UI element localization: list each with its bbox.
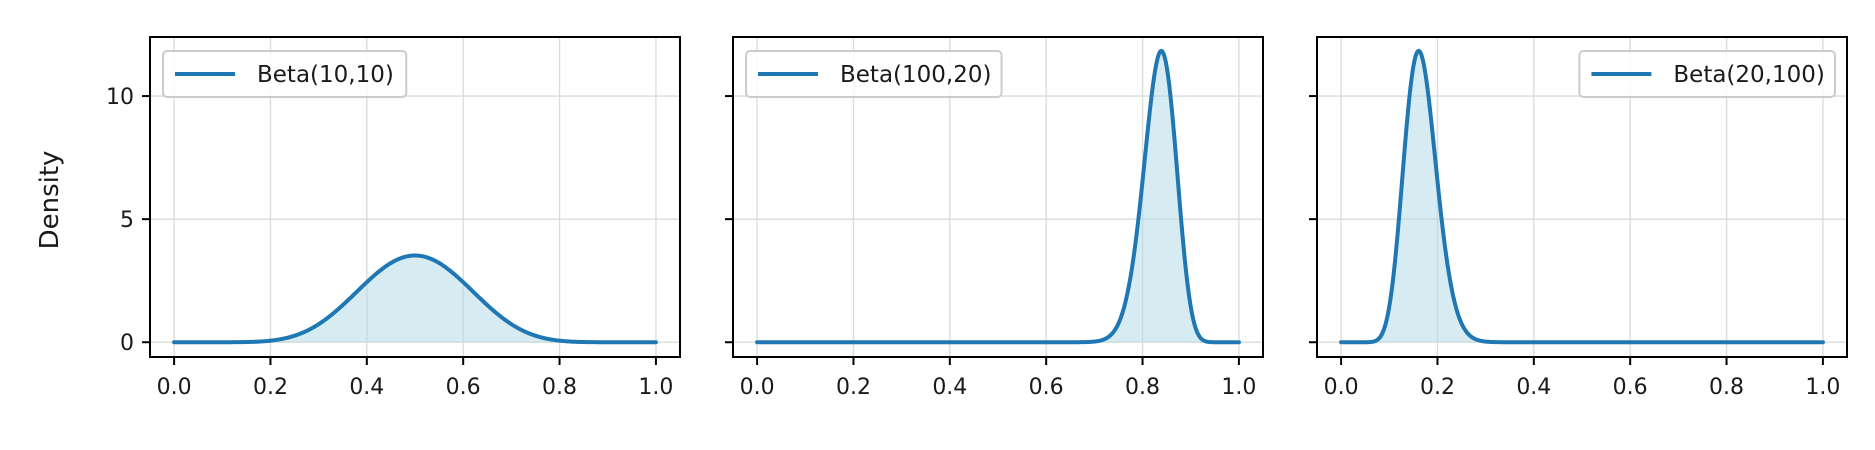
chart-panel-3: 0.0 0.2 0.4 0.6 0.8 1.0 Beta(20,100) <box>1309 36 1848 400</box>
density-line <box>1339 48 1825 345</box>
y-tick-label: 10 <box>106 85 134 110</box>
legend-label: Beta(100,20) <box>840 62 991 88</box>
density-line <box>172 253 658 345</box>
y-tick-label: 5 <box>120 208 134 233</box>
x-tick-label: 0.2 <box>836 375 871 400</box>
legend-label: Beta(10,10) <box>257 62 394 88</box>
x-tick-label: 0.2 <box>253 375 288 400</box>
x-tick-label: 0.0 <box>157 375 192 400</box>
x-tick-label: 0.8 <box>1125 375 1160 400</box>
chart-panel-2: 0.0 0.2 0.4 0.6 0.8 1.0 Beta(100,20) <box>725 36 1264 400</box>
x-tick-label: 0.6 <box>1613 375 1648 400</box>
x-tick-label: 0.4 <box>932 375 967 400</box>
x-tick-label: 0.0 <box>1324 375 1359 400</box>
x-tick-label: 0.4 <box>349 375 384 400</box>
y-tick-label: 0 <box>120 331 134 356</box>
x-tick-label: 1.0 <box>1805 375 1840 400</box>
x-tick-label: 0.6 <box>446 375 481 400</box>
legend-label: Beta(20,100) <box>1673 62 1824 88</box>
legend-box <box>745 50 1003 98</box>
legend: Beta(20,100) <box>1578 50 1837 98</box>
density-fill-area <box>174 255 656 343</box>
x-tick-label: 1.0 <box>638 375 673 400</box>
legend-box <box>1578 50 1837 98</box>
axes-frame <box>1316 36 1848 358</box>
x-tick-label: 0.8 <box>1709 375 1744 400</box>
x-tick-label: 0.2 <box>1420 375 1455 400</box>
density-line <box>755 48 1241 345</box>
x-tick-label: 0.6 <box>1029 375 1064 400</box>
chart-panel-1: 0.0 0.2 0.4 0.6 0.8 1.0 0 5 10 Beta(10,10) <box>106 36 681 400</box>
legend: Beta(100,20) <box>745 50 1003 98</box>
legend-box <box>162 50 408 98</box>
x-tick-label: 1.0 <box>1221 375 1256 400</box>
axes-frame <box>732 36 1264 358</box>
x-tick-label: 0.4 <box>1516 375 1551 400</box>
figure-ylabel: Density <box>35 151 65 250</box>
x-tick-label: 0.8 <box>542 375 577 400</box>
axes-frame <box>149 36 681 358</box>
x-tick-label: 0.0 <box>740 375 775 400</box>
legend: Beta(10,10) <box>162 50 408 98</box>
